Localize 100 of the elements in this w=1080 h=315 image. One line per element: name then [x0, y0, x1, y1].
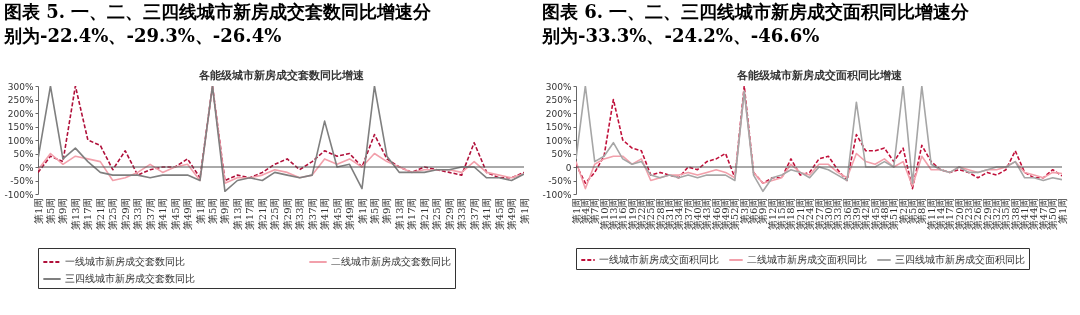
x-tick-label: 第20周: [953, 197, 965, 231]
x-tick-label: 第25周: [107, 197, 119, 231]
x-tick-label: 第25周: [431, 197, 443, 231]
x-tick-label: 第29周: [981, 197, 993, 231]
x-tick-label: 第52周: [729, 197, 741, 231]
y-tick-label: 150%: [545, 122, 572, 132]
x-tick-label: 第1周: [570, 197, 582, 224]
x-tick-label: 第11周: [925, 197, 937, 231]
x-tick-label: 第37周: [468, 197, 480, 231]
y-tick-label: -50%: [10, 176, 34, 186]
x-tick-label: 第34周: [673, 197, 685, 231]
x-tick-label: 第26周: [972, 197, 984, 231]
legend-label: 一线城市新房成交套数同比: [65, 256, 185, 267]
y-tick-label: 0: [565, 162, 572, 173]
x-tick-label: 第49周: [344, 197, 356, 231]
x-tick-label: 第2周: [897, 197, 909, 224]
x-tick-label: 第25周: [645, 197, 657, 231]
x-tick-label: 第17周: [244, 197, 256, 231]
x-tick-label: 第25周: [269, 197, 281, 231]
x-tick-label: 第5周: [368, 197, 380, 224]
x-tick-label: 第14周: [935, 197, 946, 231]
x-tick-label: 第41周: [481, 197, 493, 231]
x-tick-label: 第51周: [888, 197, 900, 231]
x-tick-label: 第17周: [406, 197, 418, 231]
y-tick-label: 200%: [545, 108, 572, 119]
y-tick-label: -100%: [542, 189, 572, 200]
x-tick-label: 第1周: [518, 197, 530, 224]
x-tick-label: 第28周: [654, 197, 666, 231]
y-tick-label: 200%: [7, 108, 34, 119]
x-tick-label: 第24周: [804, 197, 816, 231]
x-tick-label: 第38周: [1009, 197, 1021, 231]
x-tick-label: 第37周: [306, 197, 318, 231]
x-tick-label: 第49周: [182, 197, 194, 231]
x-tick-label: 第13周: [393, 197, 405, 231]
x-tick-label: 第21周: [418, 197, 430, 231]
x-tick-label: 第8周: [916, 197, 928, 224]
x-tick-label: 第16周: [617, 197, 629, 231]
x-tick-label: 第1周: [32, 197, 44, 224]
x-tick-label: 第33周: [294, 197, 306, 231]
y-tick-label: 250%: [7, 95, 34, 105]
x-tick-label: 第45周: [331, 197, 343, 231]
x-tick-label: 第37周: [682, 197, 694, 231]
x-tick-label: 第45周: [493, 197, 505, 231]
y-tick-label: -50%: [548, 176, 572, 186]
x-tick-label: 第7周: [589, 197, 601, 224]
legend-label: 一线城市新房成交面积同比: [599, 254, 719, 265]
x-tick-label: 第45周: [169, 197, 181, 231]
x-tick-label: 第42周: [860, 197, 872, 231]
y-tick-label: 50%: [551, 149, 572, 159]
x-tick-label: 第19周: [626, 197, 638, 231]
x-tick-label: 第33周: [456, 197, 468, 231]
x-tick-label: 第17周: [82, 197, 94, 231]
y-tick-label: 300%: [545, 81, 572, 92]
x-tick-label: 第12周: [766, 197, 778, 231]
chart-title: 图表 5. 一、二、三四线城市新房成交套数同比增速分别为-22.4%、-29.3%、-26.4%: [3, 1, 433, 46]
x-tick-label: 第1周: [194, 197, 206, 224]
x-tick-label: 第43周: [701, 197, 713, 231]
x-tick-label: 第35周: [1000, 197, 1012, 231]
x-tick-label: 第1周: [356, 197, 368, 224]
y-tick-label: 150%: [7, 122, 34, 132]
x-tick-label: 第21周: [794, 197, 806, 231]
x-tick-label: 第44周: [1028, 197, 1040, 231]
x-tick-label: 第41周: [157, 197, 169, 231]
x-tick-label: 第10周: [598, 197, 610, 231]
legend-label: 二线城市新房成交套数同比: [331, 256, 451, 267]
x-tick-label: 第33周: [832, 197, 844, 231]
x-tick-label: 第33周: [132, 197, 144, 231]
y-tick-label: 0%: [19, 162, 34, 173]
x-tick-label: 第3周: [738, 197, 750, 224]
x-tick-label: 第47周: [1037, 197, 1049, 231]
chart-subtitle: 各能级城市新房成交面积同比增速: [735, 69, 903, 82]
x-tick-label: 第40周: [692, 197, 703, 231]
x-tick-label: 第45周: [869, 197, 881, 231]
y-tick-label: 300%: [7, 81, 34, 92]
x-tick-label: 第1周: [1056, 197, 1068, 224]
x-tick-label: 第5周: [44, 197, 56, 224]
y-tick-label: 250%: [545, 95, 572, 105]
x-tick-label: 第27周: [813, 197, 825, 231]
x-tick-label: 第29周: [443, 197, 455, 231]
x-tick-label: 第50周: [1047, 197, 1059, 231]
x-tick-label: 第18周: [785, 197, 797, 231]
x-tick-label: 第37周: [144, 197, 156, 231]
x-tick-label: 第13周: [231, 197, 243, 231]
y-tick-label: 100%: [7, 135, 34, 146]
x-tick-label: 第29周: [281, 197, 293, 231]
legend-label: 三四线城市新房成交面积同比: [895, 254, 1025, 265]
x-tick-label: 第9周: [219, 197, 231, 224]
x-tick-label: 第17周: [944, 197, 956, 231]
x-tick-label: 第5周: [206, 197, 218, 224]
x-tick-label: 第9周: [381, 197, 393, 224]
x-tick-label: 第36周: [841, 197, 853, 231]
legend-label: 三四线城市新房成交套数同比: [65, 273, 195, 284]
y-tick-label: 50%: [13, 149, 34, 159]
chart-title: 图表 6. 一、二、三四线城市新房成交面积同比增速分别为-33.3%、-24.2%、-46.6%: [541, 1, 971, 46]
y-tick-label: 100%: [545, 135, 572, 146]
chart-subtitle: 各能级城市新房成交套数同比增速: [197, 69, 365, 82]
y-tick-label: -100%: [4, 189, 34, 200]
legend-label: 二线城市新房成交面积同比: [747, 254, 867, 265]
x-tick-label: 第49周: [506, 197, 518, 231]
x-tick-label: 第9周: [757, 197, 769, 224]
